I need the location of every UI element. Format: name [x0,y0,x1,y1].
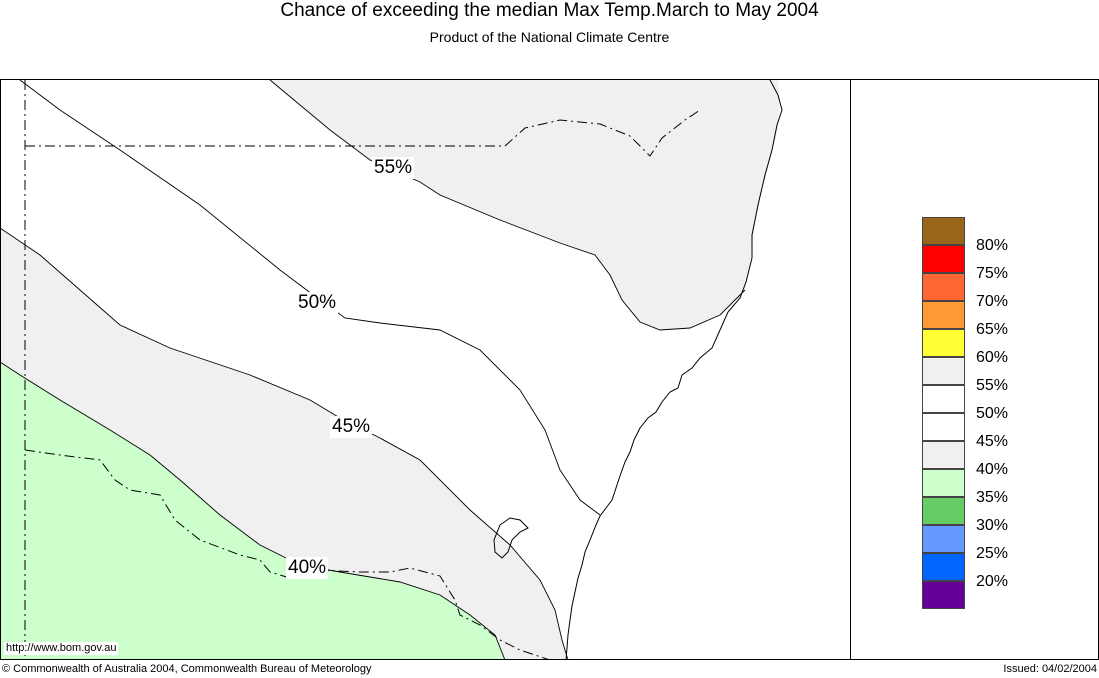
issued-date: Issued: 04/02/2004 [1003,663,1097,675]
contour-50 [19,79,601,516]
legend-label: 50% [976,405,1009,422]
coastline [565,79,783,660]
band-35-40 [0,362,505,660]
state-border-south [24,449,551,660]
legend-label: 70% [976,293,1009,310]
legend-swatch [922,301,965,329]
legend-label: 75% [976,265,1009,282]
legend-label: 80% [976,237,1009,254]
legend-swatch [922,217,965,245]
legend-label: 35% [976,489,1009,506]
legend-swatch [922,497,965,525]
map-title: Chance of exceeding the median Max Temp.… [280,0,819,21]
legend-label: 25% [976,545,1009,562]
legend-swatch [922,385,965,413]
legend-swatch [922,329,965,357]
legend-swatch [922,273,965,301]
bom-url-link[interactable]: http://www.bom.gov.au [4,642,119,655]
contour-label-45: 45% [330,416,373,438]
legend-label: 40% [976,461,1009,478]
contour-40 [0,361,506,660]
bay-outline [493,517,529,559]
legend-swatch [922,553,965,581]
map-subtitle: Product of the National Climate Centre [429,29,670,45]
legend-swatch [922,469,965,497]
contour-label-50: 50% [296,292,339,314]
legend-label: 55% [976,377,1009,394]
legend-swatch [922,581,965,609]
legend-label: 65% [976,321,1009,338]
map-panel [0,79,1099,660]
legend-label: 30% [976,517,1009,534]
contour-label-40: 40% [286,557,329,579]
contour-55 [269,79,746,331]
contour-label-55: 55% [372,157,415,179]
legend-swatch [922,441,965,469]
copyright-text: © Commonwealth of Australia 2004, Common… [2,663,372,675]
legend-label: 20% [976,573,1009,590]
legend-swatch [922,525,965,553]
legend-swatch [922,413,965,441]
legend-swatch [922,357,965,385]
legend-panel [851,80,1098,659]
band-55-60 [270,80,780,330]
legend-label: 60% [976,349,1009,366]
legend-swatch [922,245,965,273]
legend-label: 45% [976,433,1009,450]
